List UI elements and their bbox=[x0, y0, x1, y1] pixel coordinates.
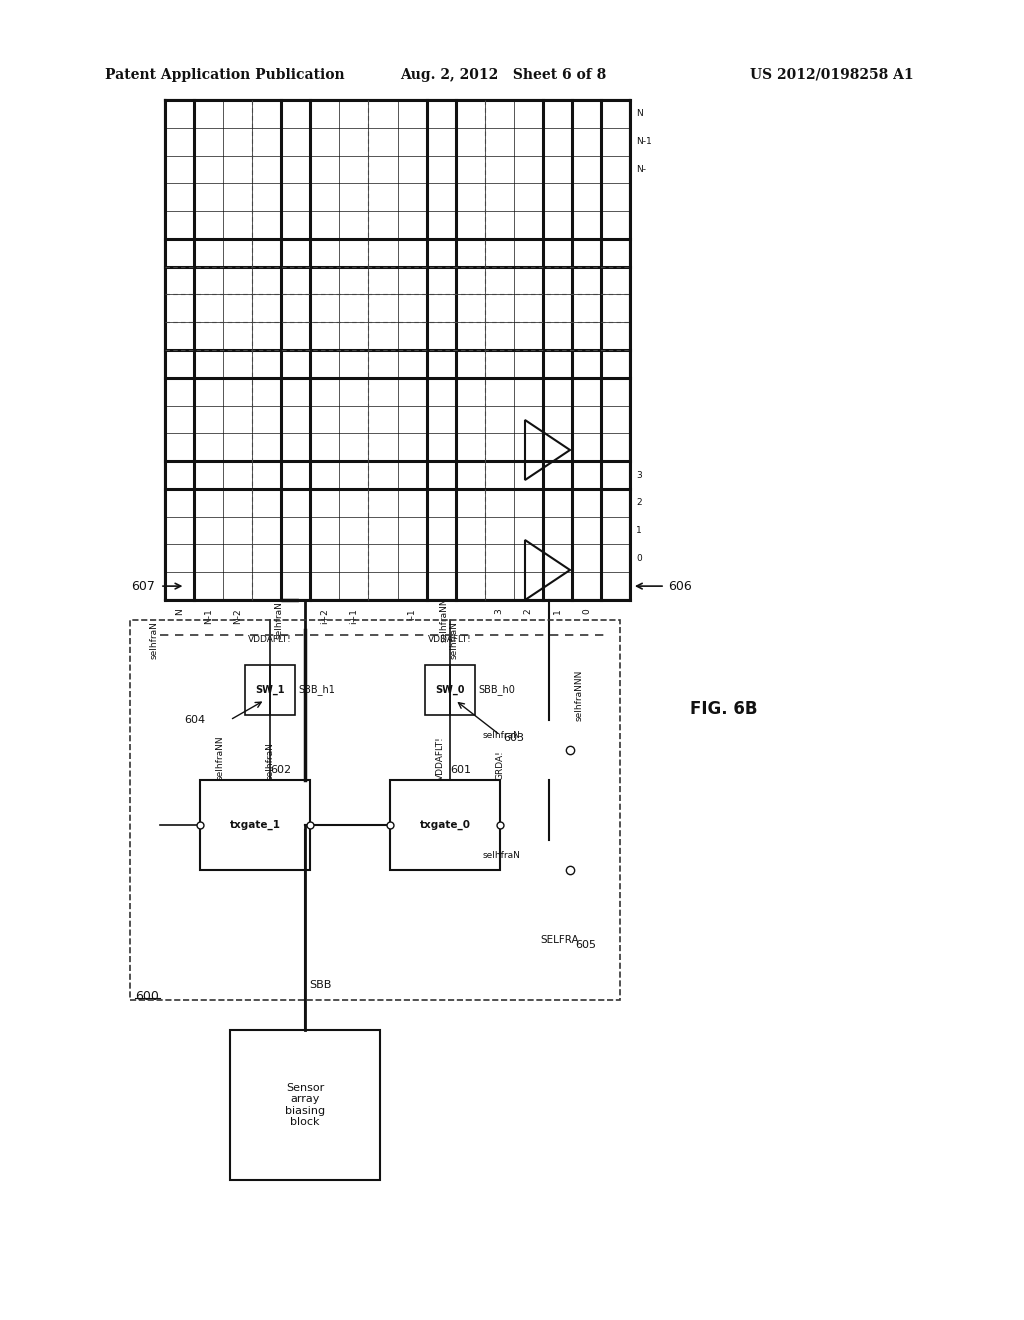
Text: 1: 1 bbox=[553, 609, 562, 614]
Bar bbox=[390, 780, 500, 870]
Text: 602: 602 bbox=[270, 766, 291, 775]
Text: 0: 0 bbox=[636, 554, 642, 562]
Text: 1: 1 bbox=[636, 527, 642, 535]
Text: SW_0: SW_0 bbox=[435, 685, 465, 696]
Text: FIG. 6B: FIG. 6B bbox=[690, 700, 758, 718]
Text: N-1: N-1 bbox=[204, 609, 213, 624]
Text: 606: 606 bbox=[668, 579, 692, 593]
Text: selhfraN: selhfraN bbox=[450, 622, 459, 659]
Text: VDDAFLT!: VDDAFLT! bbox=[248, 635, 292, 644]
Text: 601: 601 bbox=[450, 766, 471, 775]
Text: selhfraN: selhfraN bbox=[275, 601, 284, 639]
Text: SBB_h1: SBB_h1 bbox=[298, 685, 335, 696]
Text: 607: 607 bbox=[131, 579, 155, 593]
Text: Sensor
array
biasing
block: Sensor array biasing block bbox=[285, 1082, 325, 1127]
Text: N-2: N-2 bbox=[233, 609, 242, 623]
Bar bbox=[245, 665, 295, 715]
Text: 3: 3 bbox=[495, 609, 504, 614]
Text: SBB_h0: SBB_h0 bbox=[478, 685, 515, 696]
Text: i-1: i-1 bbox=[408, 609, 417, 619]
Text: Aug. 2, 2012   Sheet 6 of 8: Aug. 2, 2012 Sheet 6 of 8 bbox=[400, 69, 606, 82]
Text: selhfraN: selhfraN bbox=[265, 742, 274, 780]
Text: i+2: i+2 bbox=[321, 609, 330, 624]
Text: 603: 603 bbox=[503, 733, 524, 743]
Text: selhfraN: selhfraN bbox=[482, 851, 520, 861]
Text: Patent Application Publication: Patent Application Publication bbox=[105, 69, 345, 82]
Text: selhfraN: selhfraN bbox=[482, 731, 520, 741]
Text: GRDA!: GRDA! bbox=[496, 750, 505, 780]
Text: VDDAFLT!: VDDAFLT! bbox=[428, 635, 472, 644]
Text: N-: N- bbox=[636, 165, 646, 174]
Text: N-1: N-1 bbox=[636, 137, 651, 147]
Text: SBB: SBB bbox=[309, 979, 332, 990]
Text: SW_1: SW_1 bbox=[255, 685, 285, 696]
Text: selhfraNN: selhfraNN bbox=[440, 598, 449, 643]
Text: txgate_0: txgate_0 bbox=[420, 820, 470, 830]
Text: 605: 605 bbox=[575, 940, 596, 950]
Text: SELFRA: SELFRA bbox=[540, 935, 579, 945]
Bar bbox=[230, 1030, 380, 1180]
Text: US 2012/0198258 A1: US 2012/0198258 A1 bbox=[750, 69, 913, 82]
Text: selhfraNNN: selhfraNNN bbox=[575, 669, 584, 721]
Text: 2: 2 bbox=[636, 498, 642, 507]
Text: VDDAFLT!: VDDAFLT! bbox=[435, 737, 444, 780]
Text: selhfraNN: selhfraNN bbox=[215, 735, 224, 780]
Text: 2: 2 bbox=[524, 609, 532, 614]
Text: N: N bbox=[175, 609, 184, 615]
Text: 3: 3 bbox=[636, 470, 642, 479]
Text: i+1: i+1 bbox=[349, 609, 358, 624]
Bar bbox=[200, 780, 310, 870]
Text: 0: 0 bbox=[582, 609, 591, 614]
Bar bbox=[130, 620, 620, 1001]
Text: 604: 604 bbox=[184, 715, 205, 725]
Bar bbox=[425, 665, 475, 715]
Text: selhfraN: selhfraN bbox=[150, 622, 159, 659]
Text: 600: 600 bbox=[135, 990, 159, 1003]
Text: N: N bbox=[636, 110, 643, 119]
Text: txgate_1: txgate_1 bbox=[229, 820, 281, 830]
